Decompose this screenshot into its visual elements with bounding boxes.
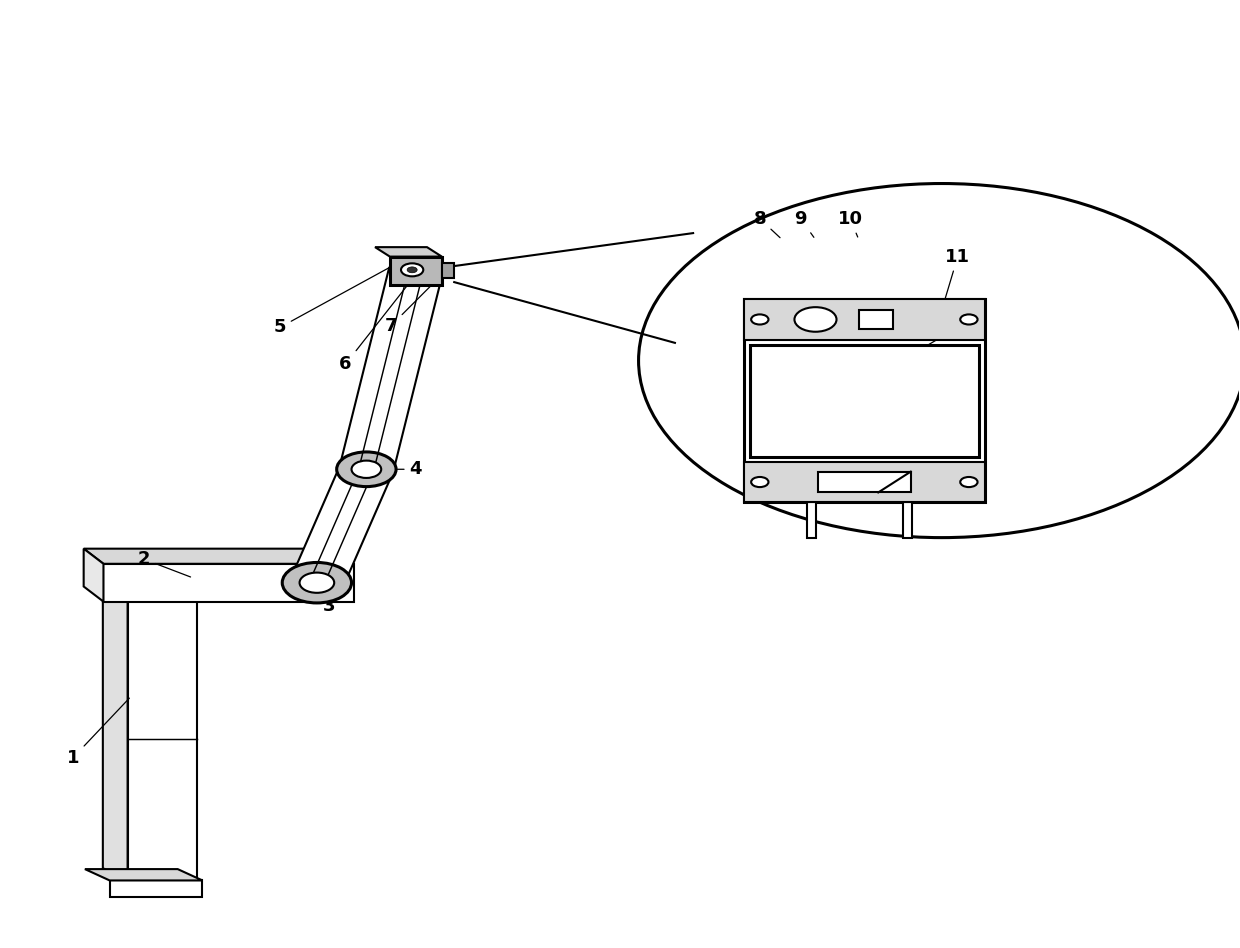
Text: 3: 3 bbox=[319, 585, 336, 615]
Bar bbox=[807, 502, 816, 538]
Ellipse shape bbox=[401, 264, 423, 276]
Text: 11: 11 bbox=[945, 247, 970, 300]
Ellipse shape bbox=[337, 452, 396, 486]
Text: 9: 9 bbox=[795, 210, 813, 237]
Ellipse shape bbox=[751, 477, 769, 487]
Bar bbox=[103, 564, 353, 602]
Bar bbox=[128, 597, 197, 881]
Bar bbox=[441, 264, 454, 279]
Ellipse shape bbox=[351, 461, 381, 478]
Text: 1: 1 bbox=[67, 698, 129, 767]
Bar bbox=[744, 300, 985, 339]
Bar bbox=[744, 462, 985, 502]
Text: 6: 6 bbox=[339, 282, 410, 374]
Polygon shape bbox=[103, 585, 197, 597]
Text: 8: 8 bbox=[754, 210, 780, 238]
Bar bbox=[904, 502, 913, 538]
Bar bbox=[750, 344, 978, 457]
Bar bbox=[744, 300, 985, 502]
Polygon shape bbox=[374, 247, 441, 257]
Bar bbox=[389, 257, 441, 285]
Polygon shape bbox=[83, 549, 103, 602]
Ellipse shape bbox=[639, 184, 1240, 538]
Ellipse shape bbox=[751, 315, 769, 324]
Polygon shape bbox=[291, 465, 392, 588]
Text: 2: 2 bbox=[138, 550, 191, 577]
Polygon shape bbox=[84, 869, 202, 881]
Ellipse shape bbox=[407, 267, 417, 273]
Text: 12: 12 bbox=[928, 312, 981, 345]
Ellipse shape bbox=[283, 562, 351, 603]
Polygon shape bbox=[103, 585, 128, 881]
Ellipse shape bbox=[300, 573, 335, 592]
Ellipse shape bbox=[960, 315, 977, 324]
Text: 5: 5 bbox=[274, 264, 394, 337]
Ellipse shape bbox=[960, 477, 977, 487]
Text: 7: 7 bbox=[384, 272, 445, 335]
Bar bbox=[818, 472, 910, 492]
Bar bbox=[859, 310, 894, 329]
Text: 10: 10 bbox=[838, 210, 863, 237]
Polygon shape bbox=[340, 267, 443, 472]
Polygon shape bbox=[83, 549, 353, 564]
Bar bbox=[109, 881, 202, 898]
Text: 4: 4 bbox=[382, 461, 422, 479]
Ellipse shape bbox=[795, 307, 837, 332]
